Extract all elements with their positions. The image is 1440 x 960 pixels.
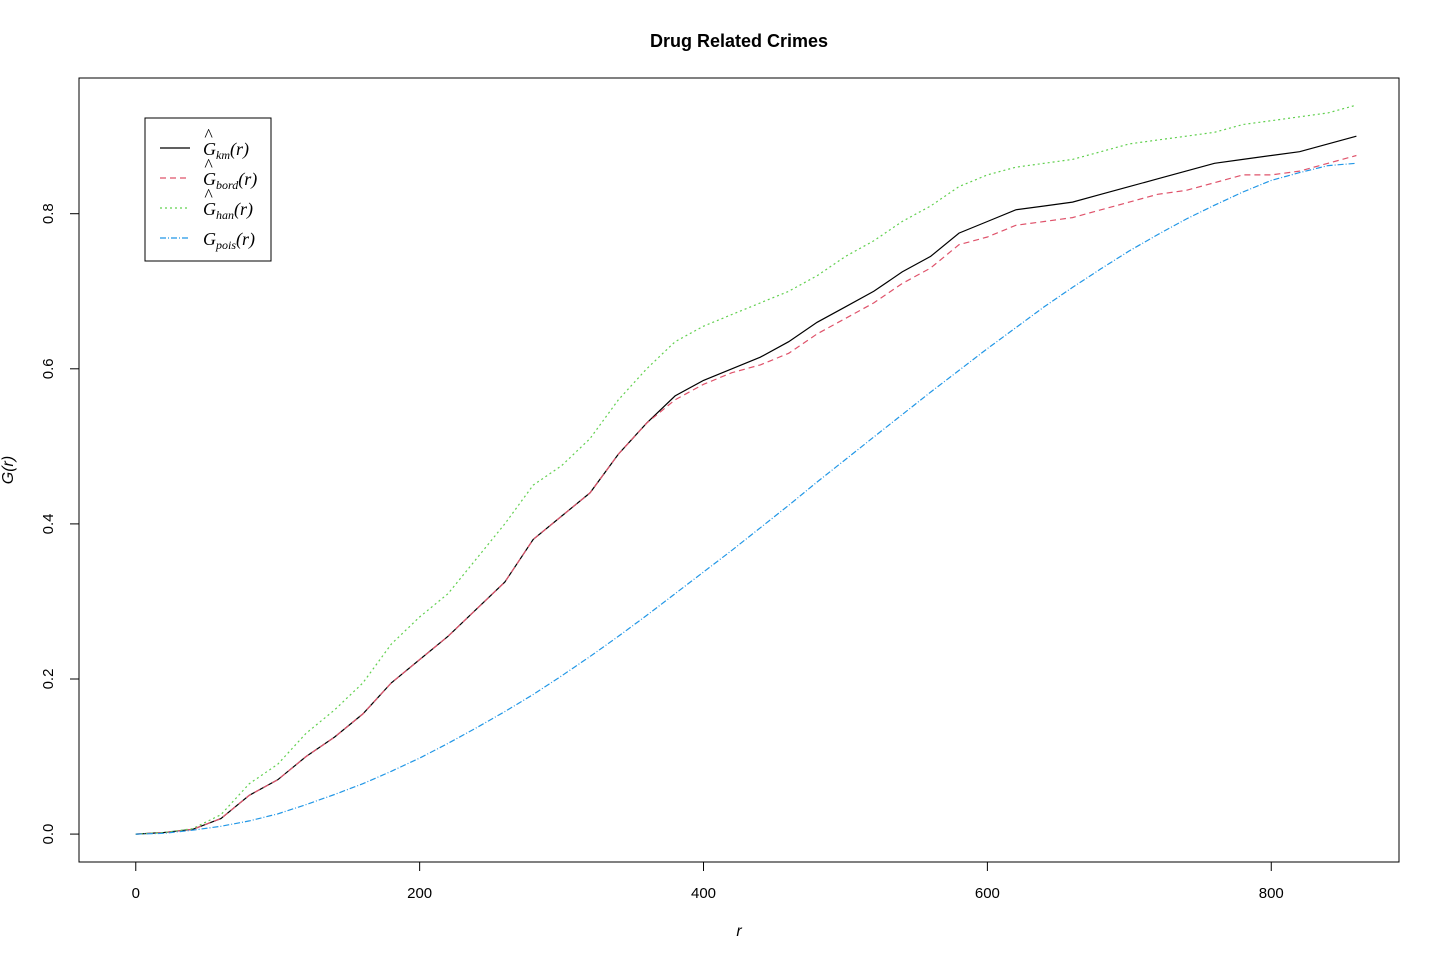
legend-label-pois: Gpois(r) <box>203 229 255 252</box>
legend: Gkm(r)^Gbord(r)^Ghan(r)^Gpois(r) <box>144 117 272 262</box>
x-tick-label: 0 <box>132 885 140 902</box>
legend-label-bord: Gbord(r) <box>203 169 257 192</box>
hat-icon: ^ <box>204 125 213 145</box>
legend-label-sub: km <box>216 148 230 162</box>
x-tick-label: 400 <box>691 885 716 902</box>
y-tick-label: 0.0 <box>40 824 57 845</box>
y-tick-label: 0.2 <box>40 669 57 690</box>
legend-label-arg: (r) <box>238 169 257 190</box>
y-axis-label: G(r) <box>0 456 17 484</box>
y-tick-label: 0.4 <box>40 513 57 534</box>
legend-label-base: G <box>203 169 216 189</box>
legend-label-sub: pois <box>215 238 236 252</box>
x-axis: 0 200 400 600 800 <box>132 861 1284 902</box>
legend-label-han: Ghan(r) <box>203 199 253 222</box>
y-tick-label: 0.6 <box>40 358 57 379</box>
x-tick-label: 600 <box>975 885 1000 902</box>
series-layer <box>135 104 1357 835</box>
hat-icon: ^ <box>204 155 213 175</box>
legend-label-arg: (r) <box>236 229 255 250</box>
legend-label-km: Gkm(r) <box>203 139 249 162</box>
hat-icon: ^ <box>204 185 213 205</box>
series-pois-line <box>135 162 1357 835</box>
series-bord-line <box>135 154 1357 835</box>
legend-label-arg: (r) <box>230 139 249 160</box>
legend-label-base: G <box>203 199 216 219</box>
x-tick-label: 800 <box>1259 885 1284 902</box>
series-han-line <box>135 104 1357 835</box>
x-axis-label: r <box>736 923 742 940</box>
legend-box <box>144 117 272 262</box>
y-axis: 0.0 0.2 0.4 0.6 0.8 <box>40 203 80 845</box>
y-tick-label: 0.8 <box>40 203 57 224</box>
legend-label-sub: bord <box>216 178 239 192</box>
chart-title: Drug Related Crimes <box>650 31 828 51</box>
x-tick-label: 200 <box>407 885 432 902</box>
legend-label-sub: han <box>216 208 234 222</box>
legend-label-arg: (r) <box>234 199 253 220</box>
legend-label-base: G <box>203 229 216 249</box>
legend-label-base: G <box>203 139 216 159</box>
